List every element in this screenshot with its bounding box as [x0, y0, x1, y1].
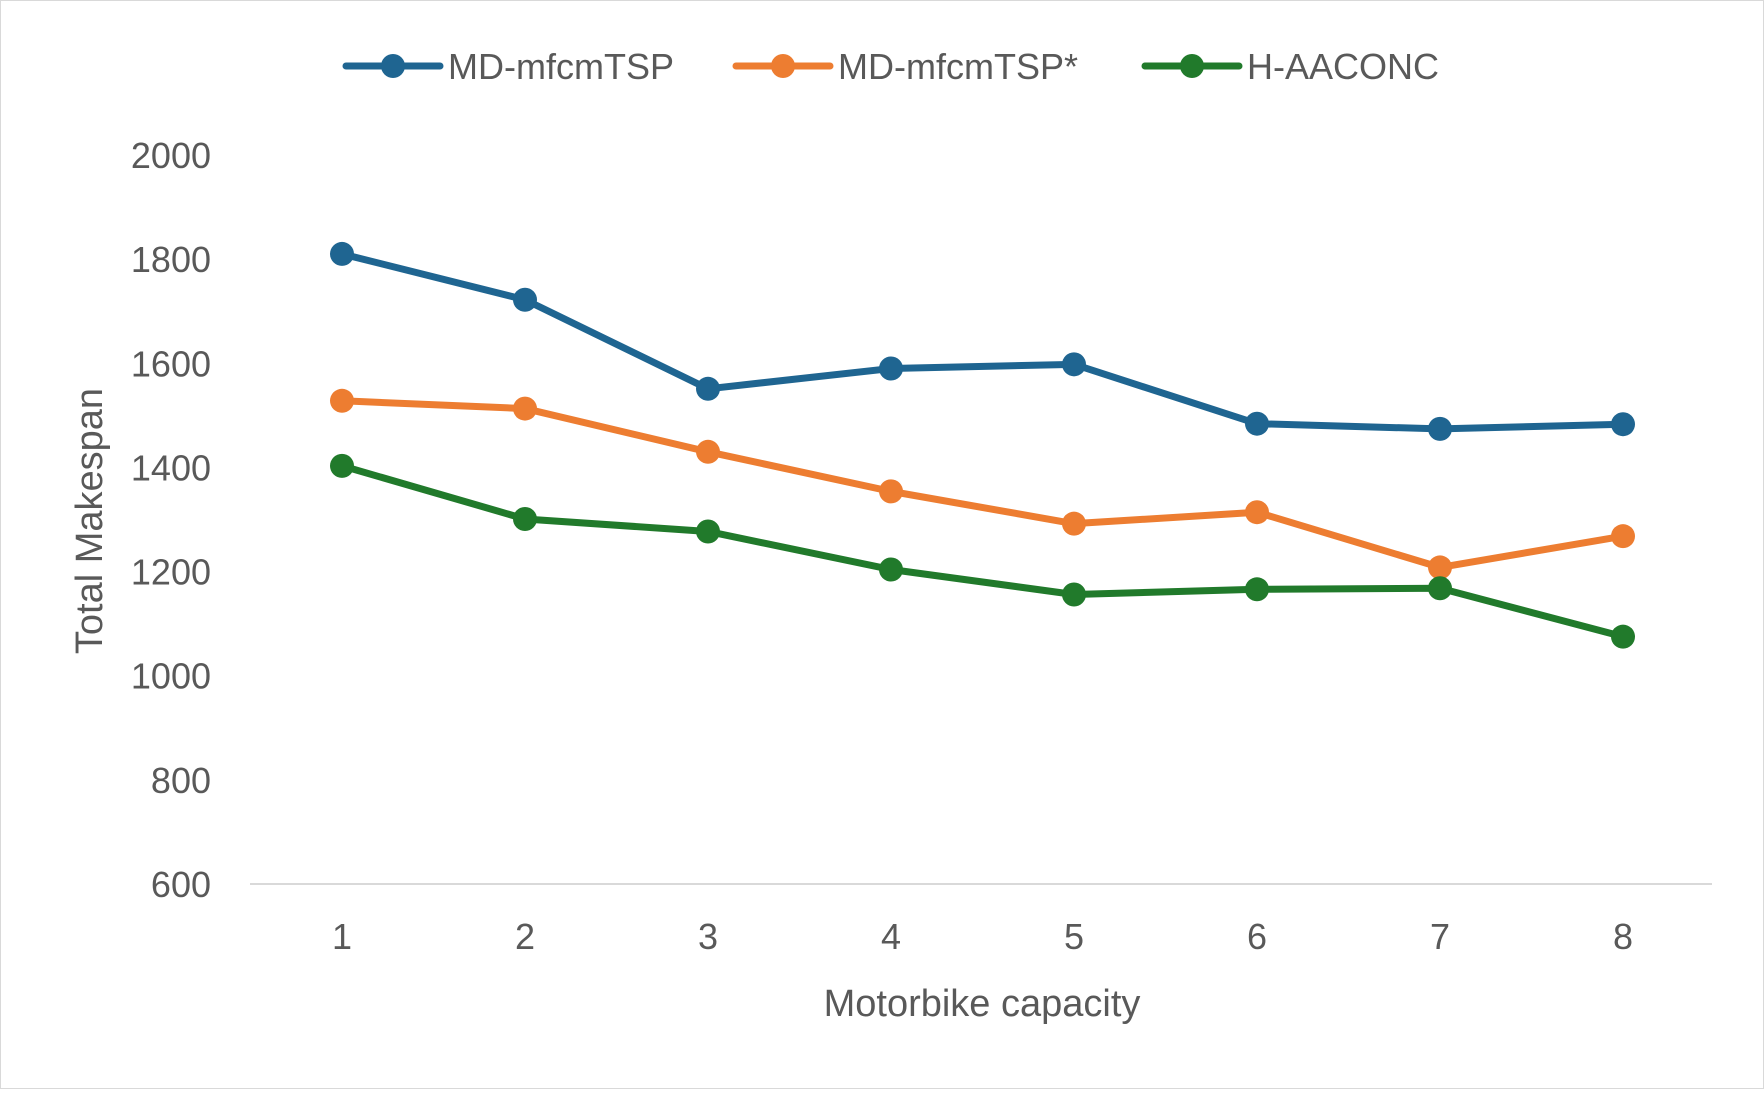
data-point [1611, 412, 1635, 437]
data-point [1062, 582, 1086, 607]
data-point [330, 388, 354, 413]
y-tick-label: 1400 [131, 447, 211, 488]
data-point [1245, 411, 1269, 436]
series-line [338, 250, 1627, 433]
y-tick-label: 1200 [131, 552, 211, 593]
data-point [696, 519, 720, 544]
y-tick-label: 2000 [131, 135, 211, 176]
data-point [330, 241, 354, 266]
legend-item: MD-mfcmTSP* [732, 46, 1078, 87]
plot-series [330, 241, 1635, 649]
data-point [1245, 500, 1269, 525]
x-tick-label: 8 [1613, 916, 1633, 957]
data-point [1611, 524, 1635, 549]
x-tick-label: 3 [698, 916, 718, 957]
legend-label: MD-mfcmTSP [448, 46, 674, 87]
series-line [338, 462, 1627, 641]
data-point [879, 557, 903, 582]
x-tick-label: 1 [332, 916, 352, 957]
x-tick-label: 5 [1064, 916, 1084, 957]
legend-marker [1180, 54, 1204, 78]
data-point [1428, 576, 1452, 601]
data-point [1062, 511, 1086, 536]
legend-marker [771, 54, 795, 78]
y-axis-title: Total Makespan [69, 388, 111, 654]
data-point [513, 287, 537, 312]
y-tick-label: 1600 [131, 343, 211, 384]
data-point [696, 376, 720, 401]
data-point [696, 439, 720, 464]
x-axis: 1 2 3 4 5 6 7 8 [250, 883, 1712, 957]
series-h-aaconc [330, 453, 1635, 649]
data-point [879, 479, 903, 504]
x-tick-label: 7 [1430, 916, 1450, 957]
x-tick-label: 4 [881, 916, 901, 957]
legend-item: H-AACONC [1141, 46, 1439, 87]
data-point [879, 356, 903, 381]
y-tick-label: 1000 [131, 656, 211, 697]
y-axis: 600 800 1000 1200 1400 1600 1800 2000 [131, 135, 211, 905]
data-point [1428, 555, 1452, 580]
data-point [1062, 352, 1086, 377]
series-line [338, 397, 1627, 571]
legend: MD-mfcmTSP MD-mfcmTSP* H-AACONC [342, 46, 1439, 87]
data-point [513, 506, 537, 531]
data-point [1245, 577, 1269, 602]
y-tick-label: 600 [151, 864, 211, 905]
legend-item: MD-mfcmTSP [342, 46, 674, 87]
x-tick-label: 6 [1247, 916, 1267, 957]
data-point [1611, 624, 1635, 649]
data-point [1428, 416, 1452, 441]
data-point [330, 453, 354, 478]
y-tick-label: 1800 [131, 239, 211, 280]
legend-label: MD-mfcmTSP* [838, 46, 1078, 87]
x-axis-title: Motorbike capacity [824, 983, 1141, 1025]
series-md-mfcmtsp- [330, 388, 1635, 580]
legend-label: H-AACONC [1247, 46, 1439, 87]
x-tick-label: 2 [515, 916, 535, 957]
legend-marker [381, 54, 405, 78]
data-point [513, 396, 537, 421]
y-tick-label: 800 [151, 760, 211, 801]
series-md-mfcmtsp [330, 241, 1635, 441]
